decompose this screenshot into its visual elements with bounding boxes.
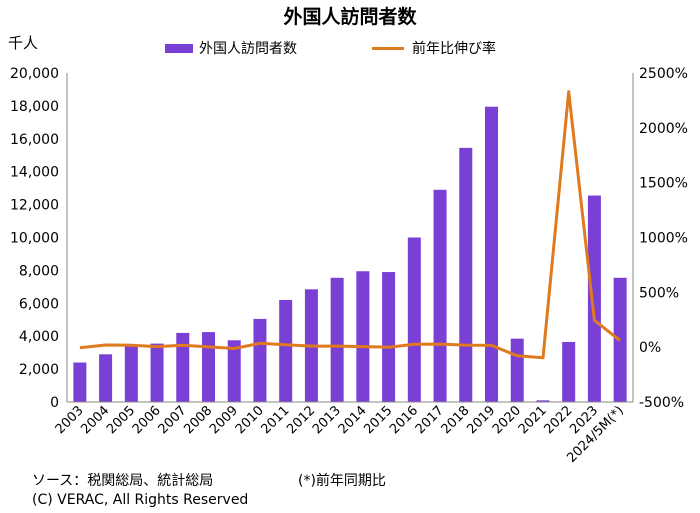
- bar: [485, 106, 498, 402]
- y-tick-label-right: 1000%: [639, 231, 688, 247]
- y-tick-label-left: 0: [50, 395, 59, 411]
- bar: [124, 346, 138, 402]
- x-tick-label: 2015: [361, 403, 395, 437]
- y-tick-label-left: 12,000: [10, 198, 59, 214]
- growth-rate-line: [79, 90, 622, 360]
- legend-item-line: 前年比伸び率: [372, 38, 496, 58]
- source-note: ソース：税関総局、統計総局: [32, 473, 214, 489]
- x-tick-label: 2022: [542, 403, 576, 437]
- bar: [382, 272, 396, 402]
- y-tick-label-right: 2500%: [639, 66, 688, 82]
- x-tick-label: 2019: [464, 403, 498, 437]
- bar: [150, 343, 164, 402]
- bar: [99, 354, 113, 402]
- x-tick-label: 2008: [181, 403, 215, 437]
- y-tick-label-right: -500%: [639, 395, 684, 411]
- x-tick-label: 2009: [207, 403, 241, 437]
- bar: [587, 195, 601, 402]
- y-tick-label-right: 500%: [639, 285, 679, 301]
- bar: [562, 341, 576, 402]
- y-tick-label-left: 14,000: [10, 165, 59, 181]
- bar: [253, 318, 267, 402]
- x-tick-label: 2018: [439, 403, 473, 437]
- legend-line-swatch: [372, 46, 404, 50]
- bar: [510, 338, 524, 402]
- y-tick-label-right: 0%: [639, 340, 661, 356]
- y-tick-label-left: 20,000: [10, 66, 59, 82]
- bar: [407, 237, 421, 402]
- x-tick-label: 2007: [156, 403, 190, 437]
- footnote: (*)前年同期比: [298, 473, 386, 489]
- x-tick-label: 2021: [516, 403, 550, 437]
- bar: [202, 332, 215, 402]
- bar: [73, 362, 87, 402]
- bar: [459, 147, 473, 402]
- x-tick-label: 2010: [233, 403, 267, 437]
- x-tick-label: 2004: [78, 403, 112, 437]
- bar: [176, 332, 190, 402]
- bar: [227, 340, 241, 402]
- y-tick-label-right: 1500%: [639, 176, 688, 192]
- x-tick-label: 2013: [310, 403, 344, 437]
- legend-label-visitors: 外国人訪問者数: [199, 41, 297, 57]
- y-tick-label-left: 10,000: [10, 231, 59, 247]
- y-tick-label-left: 6,000: [19, 296, 59, 312]
- x-tick-label: 2011: [259, 403, 293, 437]
- x-tick-label: 2020: [490, 403, 524, 437]
- legend-item-bars: 外国人訪問者数: [165, 38, 297, 58]
- y-tick-label-left: 8,000: [19, 263, 59, 279]
- x-tick-label: 2006: [130, 403, 164, 437]
- chart-title: 外国人訪問者数: [283, 6, 417, 28]
- x-tick-label: 2017: [413, 403, 447, 437]
- legend-label-growth: 前年比伸び率: [412, 41, 496, 57]
- y-tick-label-left: 18,000: [10, 99, 59, 115]
- bar: [279, 300, 293, 402]
- y-tick-label-left: 2,000: [19, 362, 59, 378]
- x-tick-label: 2014: [336, 403, 370, 437]
- y-axis-unit-label: 千人: [8, 34, 39, 52]
- y-tick-label-left: 4,000: [19, 329, 59, 345]
- bar: [536, 400, 550, 402]
- copyright: (C) VERAC, All Rights Reserved: [32, 492, 249, 508]
- bar: [433, 189, 447, 402]
- bar: [356, 271, 370, 402]
- y-tick-label-left: 16,000: [10, 132, 59, 148]
- x-tick-label: 2012: [284, 403, 318, 437]
- bar: [330, 277, 344, 402]
- x-tick-label: 2005: [104, 403, 138, 437]
- legend-bar-swatch: [165, 43, 193, 53]
- y-tick-label-right: 2000%: [639, 121, 688, 137]
- x-tick-label: 2016: [387, 403, 421, 437]
